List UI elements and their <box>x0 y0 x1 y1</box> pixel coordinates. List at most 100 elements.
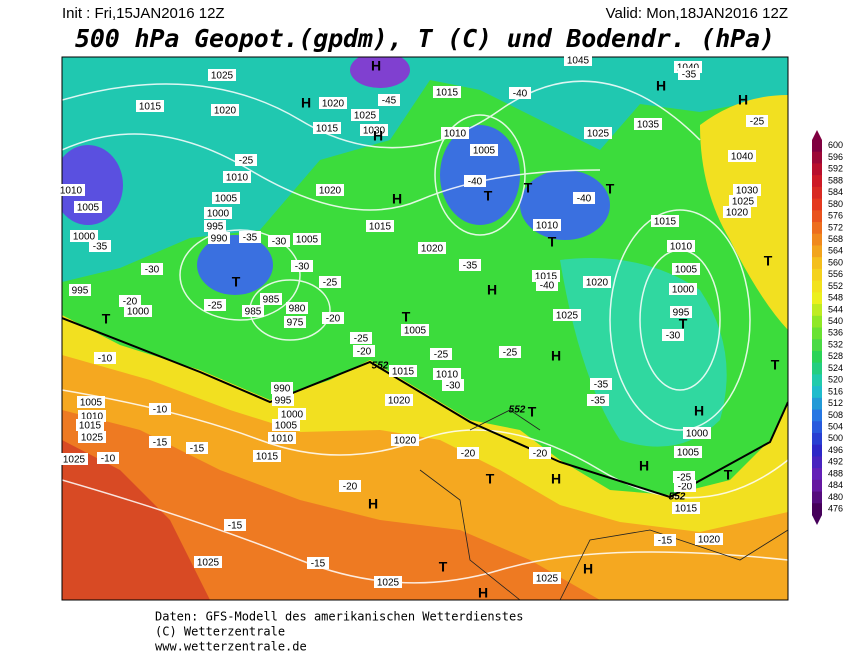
legend-arrow <box>812 130 822 140</box>
legend-label: 512 <box>828 398 843 408</box>
temperature-label-box <box>378 94 400 106</box>
pressure-label: 1005 <box>675 265 698 276</box>
pressure-label-box <box>313 122 341 134</box>
pressure-label: 1020 <box>319 186 342 197</box>
pressure-label: 1005 <box>80 398 103 409</box>
pressure-label-box <box>733 184 761 196</box>
pressure-label-box <box>441 127 469 139</box>
pressure-label-box <box>284 316 306 328</box>
pressure-center: T <box>548 234 557 250</box>
pressure-label-box <box>672 502 700 514</box>
pressure-label: 1010 <box>60 186 83 197</box>
pressure-label: 985 <box>263 295 280 306</box>
legend-swatch <box>812 210 822 223</box>
temperature-label: -10 <box>153 405 168 416</box>
color-legend: 6005965925885845805765725685645605565525… <box>812 130 843 525</box>
pressure-center: T <box>524 180 533 196</box>
pressure-label: 1005 <box>677 448 700 459</box>
pressure-label-box <box>360 124 388 136</box>
isobar <box>62 133 601 211</box>
pressure-label: 1005 <box>296 235 319 246</box>
pressure-label-box <box>319 97 347 109</box>
pressure-label-box <box>723 206 751 218</box>
pressure-label-box <box>651 215 679 227</box>
pressure-label: 990 <box>274 384 291 395</box>
pressure-label: 1015 <box>675 504 698 515</box>
legend-swatch <box>812 409 822 422</box>
pressure-label: 1010 <box>444 129 467 140</box>
pressure-label-box <box>204 207 232 219</box>
legend-swatch <box>812 140 822 153</box>
pressure-label: 1045 <box>567 56 590 67</box>
legend-label: 584 <box>828 187 843 197</box>
pressure-center: T <box>232 274 241 290</box>
pressure-center: H <box>583 561 593 577</box>
legend-swatch <box>812 280 822 293</box>
coastline <box>419 409 788 600</box>
legend-swatch <box>812 268 822 282</box>
legend-swatch <box>812 479 822 493</box>
temperature-label-box <box>89 240 111 252</box>
contour-552 <box>62 317 788 499</box>
pressure-center: H <box>368 496 378 512</box>
pressure-label: 1000 <box>73 232 96 243</box>
pressure-label: 1010 <box>226 173 249 184</box>
pressure-label: 1015 <box>256 452 279 463</box>
temperature-label-box <box>307 557 329 569</box>
temperature-label-box <box>457 447 479 459</box>
pressure-label: 1025 <box>536 574 559 585</box>
legend-swatch <box>812 432 822 446</box>
legend-label: 520 <box>828 375 843 385</box>
temperature-label: -35 <box>463 261 478 272</box>
temperature-label: -20 <box>357 347 372 358</box>
temperature-label: -15 <box>311 559 326 570</box>
pressure-label: 1010 <box>436 370 459 381</box>
legend-swatch <box>812 233 822 246</box>
pressure-label-box <box>74 201 102 213</box>
pressure-center: T <box>764 253 773 269</box>
pressure-label-box <box>124 305 152 317</box>
pressure-label: 1005 <box>215 194 238 205</box>
valid-time: Valid: Mon,18JAN2016 12Z <box>606 5 788 22</box>
pressure-label: 1010 <box>670 242 693 253</box>
legend-label: 552 <box>828 281 843 291</box>
legend-swatch <box>812 151 822 164</box>
legend-swatch <box>812 362 822 375</box>
pressure-label: 1025 <box>63 455 86 466</box>
temperature-label-box <box>235 154 257 166</box>
legend-swatch <box>812 222 822 235</box>
warm-region <box>62 440 210 600</box>
temperature-label: -20 <box>678 482 693 493</box>
legend-label: 568 <box>828 234 843 244</box>
temperature-label: -30 <box>295 262 310 273</box>
pressure-label: 1025 <box>377 578 400 589</box>
pressure-label-box <box>316 184 344 196</box>
temperature-label-box <box>97 452 119 464</box>
temperature-label-box <box>319 276 341 288</box>
pressure-label: 1020 <box>388 396 411 407</box>
temperature-label-box <box>149 436 171 448</box>
pressure-label: 1000 <box>686 429 709 440</box>
legend-label: 496 <box>828 445 843 455</box>
pressure-label-box <box>211 104 239 116</box>
pressure-label-box <box>670 306 692 318</box>
pressure-center: H <box>551 348 561 364</box>
pressure-center: H <box>371 58 381 74</box>
pressure-center: T <box>771 357 780 373</box>
legend-swatch <box>812 186 822 200</box>
pressure-label: 1030 <box>736 186 759 197</box>
pressure-center: H <box>694 403 704 419</box>
pressure-center: H <box>487 282 497 298</box>
legend-label: 572 <box>828 222 843 232</box>
temperature-label-box <box>94 352 116 364</box>
temperature-label-box <box>186 442 208 454</box>
legend-label: 600 <box>828 140 843 150</box>
temperature-label: -15 <box>228 521 243 532</box>
temperature-label: -20 <box>343 482 358 493</box>
legend-swatch <box>812 245 822 258</box>
pressure-label-box <box>77 396 105 408</box>
footer-line: www.wetterzentrale.de <box>155 640 307 654</box>
legend-swatch <box>812 257 822 270</box>
legend-swatch <box>812 198 822 211</box>
pressure-center: H <box>373 128 383 144</box>
